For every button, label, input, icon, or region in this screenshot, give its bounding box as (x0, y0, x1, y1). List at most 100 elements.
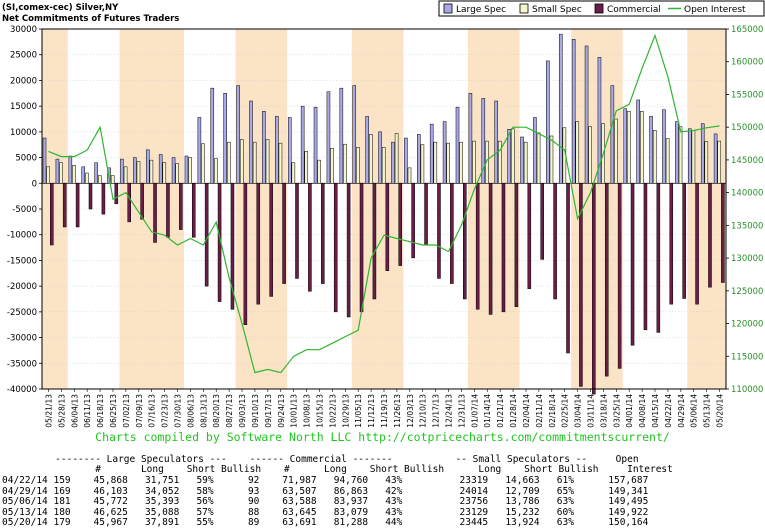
bar-commercial (437, 183, 441, 279)
left-tick-label: 25000 (10, 51, 37, 61)
bar-small (678, 126, 683, 184)
bar-commercial (256, 183, 261, 305)
x-tick-label: 07/02/13 (122, 394, 131, 428)
bar-small (369, 134, 373, 184)
legend-swatch-large (443, 3, 453, 14)
x-tick-label: 09/03/13 (238, 394, 247, 428)
bar-commercial (346, 183, 351, 318)
bar-commercial (411, 183, 415, 259)
bar-small (162, 162, 167, 184)
open-interest-series (48, 33, 720, 374)
bar-large (584, 45, 589, 184)
x-tick-label: 07/23/13 (161, 394, 170, 428)
bar-large (597, 57, 602, 184)
bar-small (433, 141, 438, 184)
chart-title: (SI,comex-cec) Silver,NY (2, 3, 119, 13)
open-interest-line (48, 33, 720, 374)
bar-commercial (308, 183, 312, 292)
bar-small (98, 175, 102, 184)
bar-commercial (269, 183, 273, 297)
x-tick-label: 07/30/13 (174, 394, 183, 428)
x-tick-label: 04/22/14 (664, 394, 673, 428)
bar-commercial (101, 183, 106, 215)
bar-large (55, 158, 60, 184)
left-tick-label: -40000 (7, 385, 37, 395)
bar-commercial (204, 183, 209, 287)
x-tick-label: 12/10/13 (419, 394, 428, 428)
bar-large (558, 33, 563, 184)
bar-large (262, 111, 266, 184)
bar-commercial (527, 183, 532, 289)
left-tick-label: 15000 (10, 102, 37, 112)
bar-small (343, 143, 347, 184)
x-tick-label: 05/28/13 (57, 394, 66, 428)
x-tick-label: 08/20/13 (212, 394, 221, 428)
x-tick-label: 03/25/14 (612, 394, 621, 428)
bar-small (85, 172, 89, 184)
bar-commercial (359, 183, 364, 313)
bar-commercial (643, 183, 648, 331)
bar-large (158, 154, 163, 184)
bar-large (365, 116, 369, 184)
x-tick-label: 03/18/14 (599, 394, 608, 428)
bar-large (610, 85, 615, 184)
bar-small (575, 121, 580, 184)
x-tick-label: 12/17/13 (432, 394, 441, 428)
legend-swatch-small (519, 3, 529, 14)
bar-commercial (333, 183, 338, 313)
bar-large (546, 60, 550, 184)
x-tick-label: 04/15/14 (651, 394, 660, 428)
x-tick-label: 07/09/13 (135, 394, 144, 428)
bar-large (675, 121, 679, 184)
right-tick-label: 125000 (731, 287, 763, 297)
bar-small (665, 138, 670, 184)
x-tick-label: 05/06/14 (690, 394, 699, 428)
bar-large (636, 99, 640, 184)
credit-line: Charts compiled by Software North LLC ht… (95, 430, 670, 444)
legend-commercial-label: Commercial (607, 5, 661, 15)
x-tick-label: 03/04/14 (574, 394, 583, 428)
x-tick-label: 01/21/14 (496, 394, 505, 428)
bar-small (627, 111, 631, 184)
cot-chart: -40000 -35000 -30000 -25000 -20000 -15000 -100… (2, 0, 765, 428)
table-row: 04/22/14 159 45,868 31,751 59% 92 71,987… (2, 475, 649, 486)
left-tick-label: -10000 (7, 231, 37, 241)
bar-small (123, 166, 128, 184)
legend-large-label: Large Spec (456, 5, 506, 15)
bar-small (510, 128, 515, 184)
x-axis-date-ticks: 05/21/13 05/28/13 06/04/13 06/11/13 06/18/13… (44, 389, 725, 428)
bar-large (494, 100, 498, 184)
bar-small (459, 141, 463, 184)
bar-small (523, 141, 528, 184)
x-tick-label: 08/06/13 (186, 394, 195, 428)
legend-swatch-commercial (594, 3, 604, 14)
bar-large (287, 117, 292, 184)
bar-small (588, 126, 592, 184)
bar-large (68, 155, 73, 184)
bar-commercial (592, 183, 596, 395)
bar-small (498, 140, 502, 184)
left-tick-label: -15000 (7, 256, 37, 266)
right-tick-label: 140000 (731, 189, 763, 199)
bar-small (136, 161, 141, 184)
bar-commercial (398, 183, 403, 266)
x-tick-label: 01/14/14 (483, 394, 492, 428)
bar-large (533, 117, 537, 184)
bar-large (210, 87, 215, 184)
bar-small (291, 162, 296, 184)
bar-commercial (514, 183, 519, 307)
left-tick-label: 20000 (10, 76, 37, 86)
bar-large (313, 106, 318, 184)
bar-large (352, 85, 357, 184)
right-tick-label: 115000 (731, 352, 763, 362)
bar-commercial (488, 183, 493, 315)
legend-small-label: Small Spec (532, 5, 582, 15)
bar-commercial (282, 183, 286, 284)
left-tick-label: -25000 (7, 308, 37, 318)
x-tick-label: 01/28/14 (509, 394, 518, 428)
bar-commercial (475, 183, 480, 310)
left-tick-label: 30000 (10, 25, 37, 35)
bar-small (485, 140, 489, 184)
bar-small (356, 147, 360, 184)
bar-large (391, 141, 395, 184)
